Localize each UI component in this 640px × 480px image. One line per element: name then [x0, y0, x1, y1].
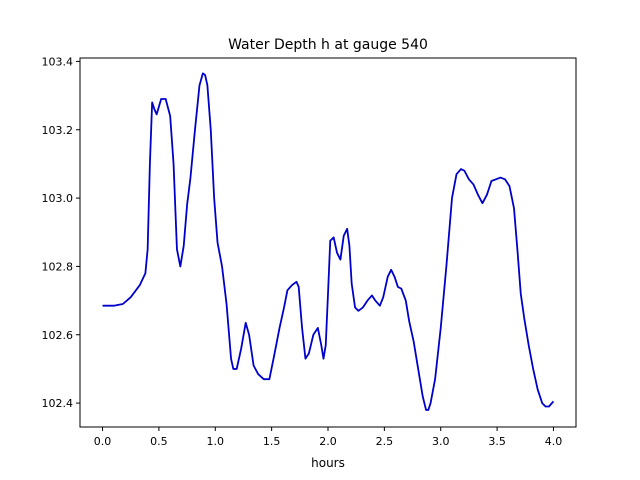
- x-tick-label: 2.0: [319, 435, 337, 448]
- y-tick-label: 102.8: [42, 260, 74, 273]
- x-axis-label: hours: [311, 456, 345, 470]
- y-tick-label: 102.4: [42, 397, 74, 410]
- x-tick-label: 4.0: [545, 435, 563, 448]
- y-axis: 102.4 102.6 102.8 103.0 103.2 103.4: [42, 55, 80, 410]
- chart-title: Water Depth h at gauge 540: [228, 37, 428, 53]
- y-tick-label: 103.4: [42, 55, 74, 68]
- x-tick-label: 0.5: [150, 435, 168, 448]
- x-tick-label: 1.5: [263, 435, 281, 448]
- x-tick-label: 3.5: [488, 435, 506, 448]
- series-line-water-depth: [102, 72, 555, 411]
- x-tick-label: 1.0: [207, 435, 225, 448]
- x-tick-label: 2.5: [376, 435, 394, 448]
- x-tick-label: 3.0: [432, 435, 450, 448]
- y-tick-label: 103.0: [42, 192, 74, 205]
- x-axis: 0.0 0.5 1.0 1.5 2.0 2.5 3.0 3.5 4.0: [94, 427, 562, 448]
- y-tick-label: 102.6: [42, 329, 74, 342]
- y-tick-label: 103.2: [42, 124, 74, 137]
- x-tick-label: 0.0: [94, 435, 112, 448]
